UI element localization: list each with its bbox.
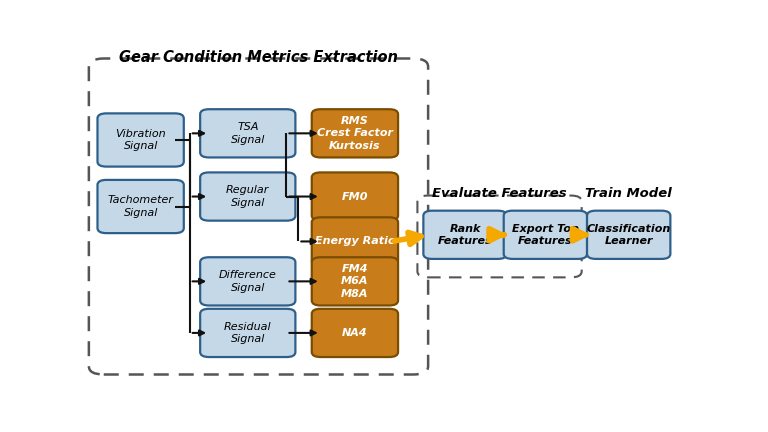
FancyBboxPatch shape bbox=[312, 309, 398, 357]
Text: Evaluate Features: Evaluate Features bbox=[432, 187, 567, 200]
FancyBboxPatch shape bbox=[98, 113, 184, 167]
Text: RMS
Crest Factor
Kurtosis: RMS Crest Factor Kurtosis bbox=[317, 116, 393, 151]
FancyBboxPatch shape bbox=[200, 257, 296, 305]
Text: FM0: FM0 bbox=[342, 191, 368, 202]
FancyBboxPatch shape bbox=[312, 217, 398, 266]
Text: Train Model: Train Model bbox=[585, 187, 672, 200]
Text: NA4: NA4 bbox=[342, 328, 368, 338]
Text: Difference
Signal: Difference Signal bbox=[219, 270, 276, 292]
FancyBboxPatch shape bbox=[312, 172, 398, 221]
Text: Residual
Signal: Residual Signal bbox=[224, 322, 272, 344]
FancyBboxPatch shape bbox=[587, 211, 670, 259]
Text: Regular
Signal: Regular Signal bbox=[226, 185, 270, 208]
FancyBboxPatch shape bbox=[312, 109, 398, 157]
Text: TSA
Signal: TSA Signal bbox=[230, 122, 265, 145]
FancyBboxPatch shape bbox=[504, 211, 587, 259]
FancyBboxPatch shape bbox=[200, 109, 296, 157]
Text: Classification
Learner: Classification Learner bbox=[587, 224, 670, 246]
FancyBboxPatch shape bbox=[312, 257, 398, 305]
Text: Tachometer
Signal: Tachometer Signal bbox=[108, 195, 174, 218]
FancyBboxPatch shape bbox=[200, 172, 296, 221]
FancyBboxPatch shape bbox=[200, 309, 296, 357]
Text: FM4
M6A
M8A: FM4 M6A M8A bbox=[341, 264, 369, 299]
FancyBboxPatch shape bbox=[423, 211, 507, 259]
Text: Gear Condition Metrics Extraction: Gear Condition Metrics Extraction bbox=[119, 50, 398, 65]
Text: Export Top
Features: Export Top Features bbox=[512, 224, 579, 246]
FancyBboxPatch shape bbox=[98, 180, 184, 233]
Text: Vibration
Signal: Vibration Signal bbox=[115, 129, 166, 151]
Text: Energy Ratio: Energy Ratio bbox=[315, 236, 396, 246]
Text: Rank
Features: Rank Features bbox=[438, 224, 492, 246]
